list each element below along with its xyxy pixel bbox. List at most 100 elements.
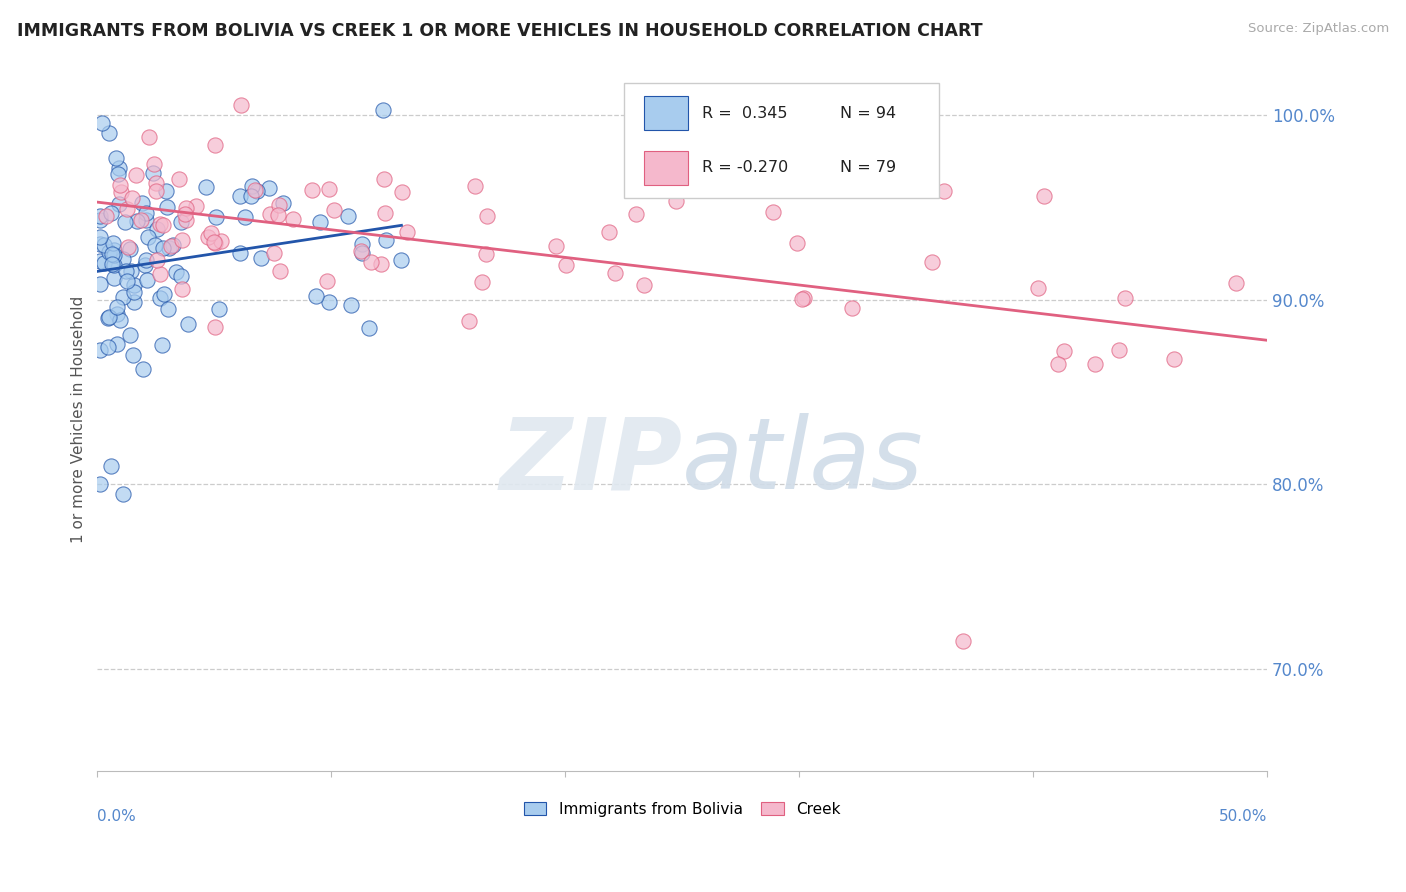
Point	[207, 301, 229, 316]
Point	[475, 209, 498, 223]
Point	[156, 200, 179, 214]
Point	[197, 230, 219, 244]
Point	[457, 314, 479, 328]
Point	[111, 290, 134, 304]
Point	[117, 240, 139, 254]
Point	[239, 189, 262, 203]
Text: Source: ZipAtlas.com: Source: ZipAtlas.com	[1249, 22, 1389, 36]
Point	[145, 184, 167, 198]
Point	[170, 282, 193, 296]
Point	[184, 199, 207, 213]
Point	[108, 312, 131, 326]
Point	[121, 191, 143, 205]
Point	[318, 182, 340, 196]
Point	[152, 242, 174, 256]
Point	[107, 300, 129, 314]
Point	[122, 278, 145, 293]
Point	[263, 246, 285, 260]
Text: N = 79: N = 79	[839, 161, 896, 175]
Point	[1053, 343, 1076, 358]
Point	[204, 319, 226, 334]
Point	[259, 207, 281, 221]
Point	[108, 178, 131, 192]
Point	[391, 185, 413, 199]
Point	[200, 226, 222, 240]
Point	[160, 239, 183, 253]
Text: 0.0%: 0.0%	[97, 809, 136, 824]
Point	[269, 264, 291, 278]
Legend: Immigrants from Bolivia, Creek: Immigrants from Bolivia, Creek	[517, 796, 846, 822]
Point	[793, 291, 815, 305]
Point	[231, 98, 253, 112]
Point	[605, 266, 627, 280]
Point	[149, 217, 172, 231]
Point	[89, 477, 111, 491]
Text: R = -0.270: R = -0.270	[702, 161, 789, 175]
Point	[323, 202, 346, 217]
Point	[1163, 351, 1185, 366]
Point	[204, 236, 226, 251]
Point	[135, 253, 157, 268]
Point	[103, 248, 125, 262]
Point	[170, 233, 193, 247]
Point	[122, 285, 145, 299]
Point	[665, 194, 688, 208]
Point	[555, 258, 578, 272]
Point	[136, 273, 159, 287]
Point	[115, 202, 138, 216]
Point	[169, 214, 191, 228]
Point	[143, 156, 166, 170]
Point	[233, 210, 256, 224]
Point	[97, 341, 120, 355]
Point	[932, 184, 955, 198]
Text: IMMIGRANTS FROM BOLIVIA VS CREEK 1 OR MORE VEHICLES IN HOUSEHOLD CORRELATION CHA: IMMIGRANTS FROM BOLIVIA VS CREEK 1 OR MO…	[17, 22, 983, 40]
Point	[149, 267, 172, 281]
Point	[246, 184, 269, 198]
Y-axis label: 1 or more Vehicles in Household: 1 or more Vehicles in Household	[72, 296, 86, 543]
Point	[374, 233, 396, 247]
Point	[1026, 281, 1049, 295]
Point	[626, 206, 648, 220]
Point	[105, 337, 128, 351]
Point	[90, 115, 112, 129]
Point	[373, 172, 395, 186]
Point	[100, 246, 122, 260]
Text: R =  0.345: R = 0.345	[702, 106, 787, 120]
Point	[786, 236, 808, 251]
Point	[149, 291, 172, 305]
Point	[157, 241, 180, 255]
Point	[841, 301, 863, 315]
Point	[633, 277, 655, 292]
Point	[135, 206, 157, 220]
Point	[308, 215, 330, 229]
Point	[125, 169, 148, 183]
Point	[107, 167, 129, 181]
Point	[952, 634, 974, 648]
Point	[1033, 188, 1056, 202]
Bar	[644, 151, 688, 185]
Point	[98, 126, 121, 140]
Point	[204, 210, 226, 224]
Text: N = 94: N = 94	[839, 106, 896, 120]
Point	[357, 321, 380, 335]
Point	[96, 209, 118, 223]
Point	[136, 230, 159, 244]
Point	[143, 238, 166, 252]
Point	[152, 287, 174, 301]
Point	[304, 289, 326, 303]
Point	[202, 235, 225, 249]
Point	[131, 196, 153, 211]
Point	[114, 263, 136, 277]
Point	[122, 348, 145, 362]
Point	[165, 264, 187, 278]
Point	[921, 255, 943, 269]
Point	[142, 166, 165, 180]
Point	[301, 183, 323, 197]
Point	[176, 212, 198, 227]
Point	[129, 212, 152, 227]
Point	[93, 256, 115, 270]
Point	[598, 225, 620, 239]
Point	[146, 252, 169, 267]
FancyBboxPatch shape	[624, 83, 939, 198]
Point	[152, 218, 174, 232]
